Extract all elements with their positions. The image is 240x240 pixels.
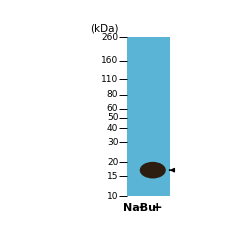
Text: 15: 15 (107, 172, 118, 181)
Text: 30: 30 (107, 138, 118, 147)
Text: NaBu: NaBu (123, 203, 156, 213)
Ellipse shape (140, 162, 166, 179)
Text: -: - (138, 201, 143, 214)
Text: 50: 50 (107, 113, 118, 122)
Bar (127, 37, 169, 196)
Text: 20: 20 (107, 158, 118, 167)
Text: 80: 80 (107, 90, 118, 99)
Text: 160: 160 (101, 56, 118, 65)
Text: 10: 10 (107, 192, 118, 201)
Text: 110: 110 (101, 75, 118, 84)
Text: 260: 260 (101, 33, 118, 42)
Text: +: + (152, 201, 163, 214)
Text: (kDa): (kDa) (90, 24, 118, 33)
Text: 60: 60 (107, 104, 118, 113)
Text: 40: 40 (107, 124, 118, 133)
